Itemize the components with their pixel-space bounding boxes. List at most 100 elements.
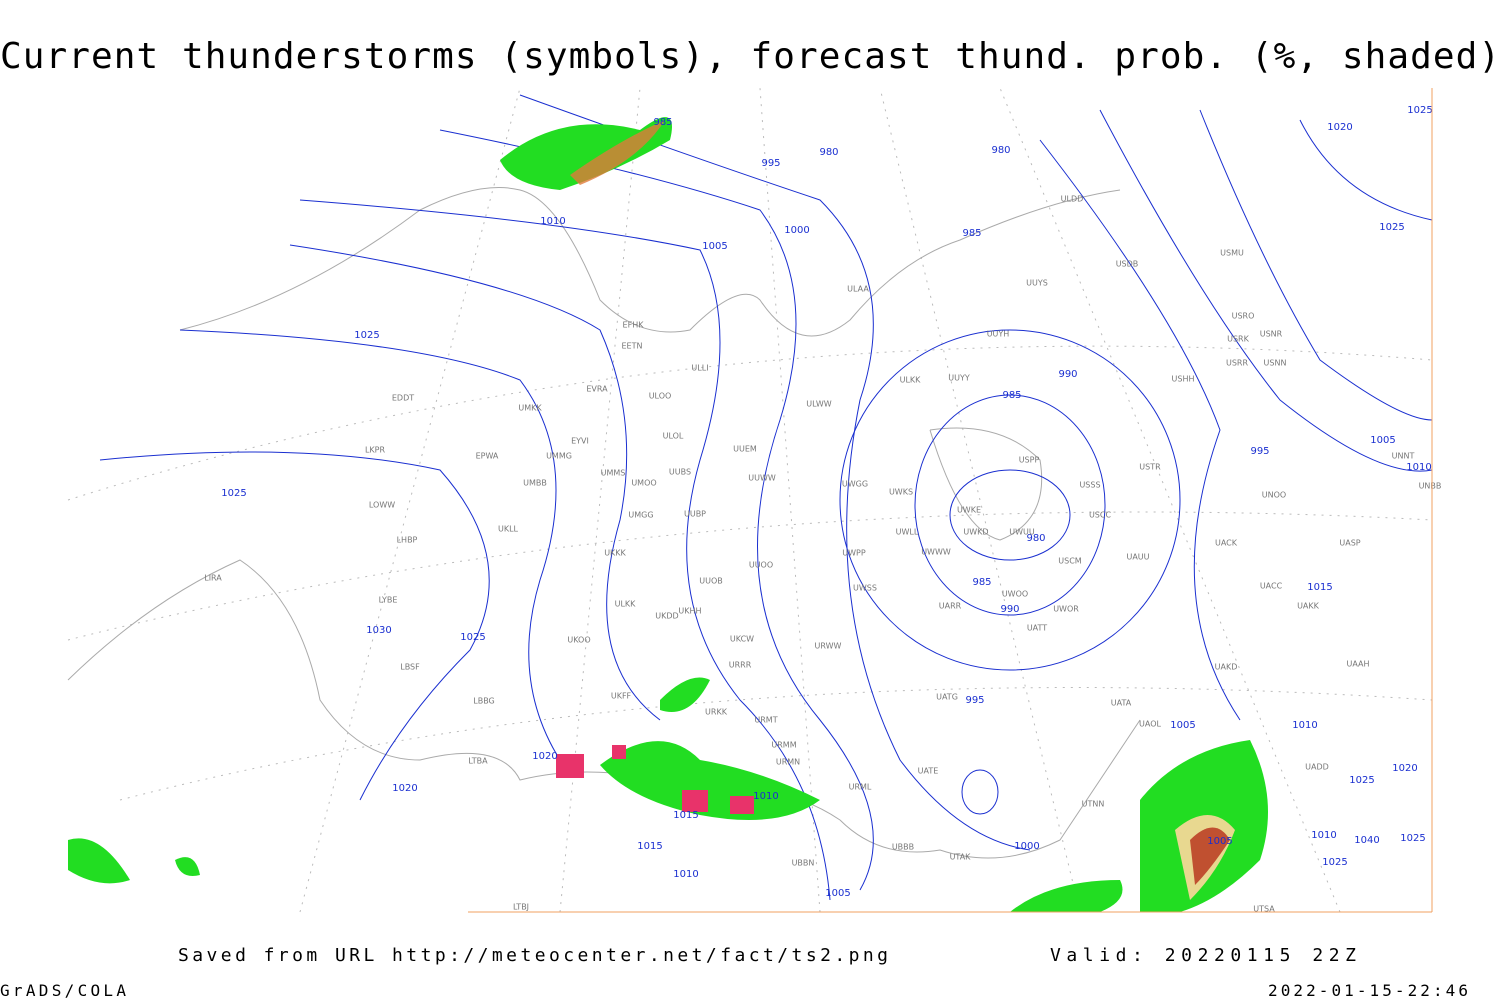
station-code: UAUU (1126, 553, 1149, 562)
isobar-label: 1005 (825, 888, 850, 899)
station-code: LIRA (204, 574, 222, 583)
isobar-label: 1010 (673, 869, 698, 880)
station-code: USPP (1019, 456, 1040, 465)
station-code: LYBE (379, 596, 398, 605)
station-code: UWWW (921, 548, 951, 557)
isobar-label: 980 (819, 147, 838, 158)
isobar-label: 1025 (1400, 833, 1425, 844)
station-code: LBBG (473, 697, 495, 706)
isobar-label: 985 (962, 228, 981, 239)
station-code: UAAH (1346, 660, 1369, 669)
isobar-label: 1015 (1307, 582, 1332, 593)
station-code: EYVI (571, 437, 589, 446)
isobar-label: 1025 (1379, 222, 1404, 233)
isobar-label: 980 (991, 145, 1010, 156)
station-code: UADD (1305, 763, 1329, 772)
station-code: ULDD (1061, 195, 1084, 204)
station-code: EDDT (392, 394, 414, 403)
station-code: ULKK (900, 376, 922, 385)
isobar-label: 1020 (532, 751, 557, 762)
isobar-label: 1040 (1354, 835, 1379, 846)
station-code: UKDD (655, 612, 678, 621)
station-code: ULOL (663, 432, 684, 441)
isobar-label: 1010 (1292, 720, 1317, 731)
station-code: UNBB (1419, 482, 1442, 491)
station-code: UUYY (948, 374, 970, 383)
station-code: UMMG (546, 452, 572, 461)
isobar-label: 1020 (1392, 763, 1417, 774)
station-code: UATE (918, 767, 939, 776)
station-code: URWW (815, 642, 842, 651)
station-code: UKOO (567, 636, 590, 645)
station-code: UMGG (628, 511, 653, 520)
station-code: UUBS (669, 468, 691, 477)
isobar-label: 1005 (1207, 836, 1232, 847)
station-code: EETN (622, 342, 643, 351)
isobar-label: 1000 (784, 225, 809, 236)
station-code: UKLL (498, 525, 519, 534)
station-code: UAKD (1215, 663, 1238, 672)
station-code: UATG (936, 693, 958, 702)
isobar-label: 1010 (1311, 830, 1336, 841)
isobar-label: 1005 (1370, 435, 1395, 446)
isobar-label: 1010 (540, 216, 565, 227)
valid-time: Valid: 20220115 22Z (1050, 945, 1356, 966)
station-code: UWGG (842, 480, 868, 489)
isobar-label: 990 (1000, 604, 1019, 615)
station-code: USSS (1079, 481, 1100, 490)
station-code: UMKK (518, 404, 542, 413)
station-code: ULOO (649, 392, 672, 401)
isobar-label: 1010 (753, 791, 778, 802)
isobar-label: 1025 (354, 330, 379, 341)
station-code: URMT (754, 716, 777, 725)
map-frame (68, 88, 1432, 912)
station-code: USRO (1232, 312, 1255, 321)
station-code: UMOO (631, 479, 656, 488)
station-code: UWLL (896, 528, 919, 537)
station-code: UBBN (792, 859, 815, 868)
station-code: USNR (1260, 330, 1283, 339)
station-code: UTSA (1253, 905, 1275, 914)
timestamp: 2022-01-15-22:46 (1268, 981, 1468, 1000)
isobar-label: 1025 (1407, 105, 1432, 116)
station-code: ULKK (615, 600, 637, 609)
station-code: USCC (1089, 511, 1112, 520)
station-code: UWSS (853, 584, 877, 593)
station-code: USHH (1172, 375, 1195, 384)
station-code: UACK (1215, 539, 1238, 548)
isobar-label: 1020 (1327, 122, 1352, 133)
station-code: UKKK (604, 549, 626, 558)
station-code: USRK (1227, 335, 1249, 344)
station-code: UKFF (611, 692, 632, 701)
station-code: LKPR (365, 446, 386, 455)
station-code: UNNT (1392, 452, 1415, 461)
station-code: UUOO (749, 561, 773, 570)
station-code: UUWW (748, 474, 776, 483)
station-code: UARR (939, 602, 962, 611)
isobar-label: 985 (972, 577, 991, 588)
isobar-label: 995 (1250, 446, 1269, 457)
station-code: USNN (1264, 359, 1287, 368)
isobar-label: 985 (1002, 390, 1021, 401)
station-code: USDB (1116, 260, 1139, 269)
station-code: UTAK (950, 853, 972, 862)
station-code: UKCW (730, 635, 754, 644)
station-code: UWKE (957, 506, 981, 515)
station-code: USRR (1226, 359, 1248, 368)
station-code: USCM (1058, 557, 1082, 566)
isobar-label: 980 (1026, 533, 1045, 544)
station-code: UAOL (1139, 720, 1161, 729)
station-code: ULWW (806, 400, 831, 409)
station-code: URMM (771, 741, 796, 750)
station-code: UNOO (1262, 491, 1286, 500)
isobar-label: 995 (761, 158, 780, 169)
isobar-label: 995 (965, 695, 984, 706)
station-code: UBBB (892, 843, 914, 852)
source-url: Saved from URL http://meteocenter.net/fa… (178, 945, 888, 966)
station-labels: ULDD USDB USMU UUYS ULAA EFHK EETN USRO USRK USNR… (204, 195, 1441, 914)
software: GrADS/COLA (0, 981, 126, 1000)
station-code: ULAA (847, 285, 869, 294)
station-code: UASP (1339, 539, 1360, 548)
station-code: LTBJ (513, 903, 529, 912)
station-code: LBSF (400, 663, 420, 672)
